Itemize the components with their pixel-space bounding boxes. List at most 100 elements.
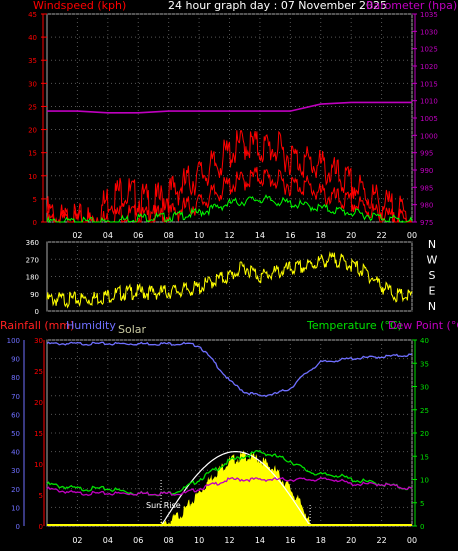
solar-max-curve xyxy=(160,451,311,527)
humidity-y-tick-label: 70 xyxy=(11,393,20,401)
wind-x-tick-label: 02 xyxy=(72,231,82,240)
temp-y-tick-label: 30 xyxy=(420,384,429,392)
compass-label: N xyxy=(428,300,436,313)
baro-y-tick-label: 1010 xyxy=(420,98,438,106)
temp-x-tick-label: 04 xyxy=(103,536,113,545)
wind-direction-series xyxy=(46,251,413,309)
temp-x-tick-label: 12 xyxy=(224,536,234,545)
wind-x-tick-label: 22 xyxy=(376,231,386,240)
temp-x-tick-label: 08 xyxy=(164,536,174,545)
wind-x-tick-label: 08 xyxy=(164,231,174,240)
baro-y-tick-label: 975 xyxy=(420,219,433,227)
temperature-series xyxy=(46,449,413,497)
temp-x-tick-label: 22 xyxy=(376,536,386,545)
wind-x-tick-label: 16 xyxy=(285,231,295,240)
rain-y-tick-label: 15 xyxy=(34,430,43,438)
wind-x-tick-label: 12 xyxy=(224,231,234,240)
direction-plot-area xyxy=(46,241,413,312)
wind-y-tick-label: 0 xyxy=(33,219,37,227)
solar-area xyxy=(161,450,311,526)
temp-y-tick-label: 25 xyxy=(420,407,429,415)
humidity-y-tick-label: 90 xyxy=(11,356,20,364)
humidity-series xyxy=(46,341,413,398)
rain-y-tick-label: 0 xyxy=(39,523,43,531)
wind-x-tick-label: 20 xyxy=(346,231,356,240)
temp-y-tick-label: 0 xyxy=(420,523,424,531)
baro-y-tick-label: 1005 xyxy=(420,115,438,123)
temp-x-tick-label: 02 xyxy=(72,536,82,545)
wind-y-tick-label: 25 xyxy=(28,103,37,111)
humidity-y-tick-label: 10 xyxy=(11,504,20,512)
direction-y-tick-label: 180 xyxy=(26,274,39,282)
baro-y-tick-label: 1020 xyxy=(420,63,438,71)
windspeed-series xyxy=(46,166,412,224)
barometer-series xyxy=(47,101,412,114)
humidity-y-tick-label: 30 xyxy=(11,467,20,475)
sunrise-label: Sun Rise xyxy=(146,501,181,510)
compass-label: N xyxy=(428,238,436,251)
direction-y-tick-label: 270 xyxy=(26,256,39,264)
temp-y-tick-label: 35 xyxy=(420,360,429,368)
direction-y-tick-label: 90 xyxy=(30,291,39,299)
temp-x-tick-label: 00 xyxy=(407,536,417,545)
temp-y-tick-label: 10 xyxy=(420,477,429,485)
wind-y-tick-label: 45 xyxy=(28,11,37,19)
rain-y-tick-label: 20 xyxy=(34,399,43,407)
humidity-y-tick-label: 80 xyxy=(11,374,20,382)
humidity-y-tick-label: 20 xyxy=(11,486,20,494)
humidity-y-tick-label: 60 xyxy=(11,411,20,419)
temp-x-tick-label: 20 xyxy=(346,536,356,545)
baro-y-tick-label: 985 xyxy=(420,184,433,192)
rain-y-tick-label: 25 xyxy=(34,368,43,376)
baro-y-tick-label: 990 xyxy=(420,167,433,175)
wind-x-tick-label: 06 xyxy=(133,231,143,240)
wind-y-tick-label: 10 xyxy=(28,173,37,181)
gust-series xyxy=(46,130,413,224)
baro-y-tick-label: 1000 xyxy=(420,132,438,140)
wind-y-tick-label: 5 xyxy=(33,196,37,204)
baro-y-tick-label: 980 xyxy=(420,202,433,210)
wind-average-series xyxy=(46,194,413,224)
wind-y-tick-label: 20 xyxy=(28,127,37,135)
baro-y-tick-label: 1030 xyxy=(420,28,438,36)
humidity-y-tick-label: 100 xyxy=(7,337,20,345)
compass-label: E xyxy=(429,285,436,298)
rain-axis-title: Rainfall (mm) xyxy=(0,319,75,332)
wind-y-tick-label: 30 xyxy=(28,80,37,88)
direction-y-tick-label: 0 xyxy=(35,308,39,316)
dewpoint-series xyxy=(46,476,413,496)
temp-y-tick-label: 20 xyxy=(420,430,429,438)
solar-label: Solar xyxy=(118,323,147,336)
rain-y-tick-label: 5 xyxy=(39,492,43,500)
temp-y-tick-label: 40 xyxy=(420,337,429,345)
wind-x-tick-label: 10 xyxy=(194,231,204,240)
humidity-y-tick-label: 0 xyxy=(16,523,20,531)
baro-y-tick-label: 1015 xyxy=(420,80,438,88)
humidity-y-tick-label: 40 xyxy=(11,449,20,457)
wind-x-tick-label: 14 xyxy=(255,231,265,240)
compass-label: S xyxy=(429,269,436,282)
temp-x-tick-label: 10 xyxy=(194,536,204,545)
compass-label: W xyxy=(427,254,438,267)
wind-y-tick-label: 15 xyxy=(28,150,37,158)
baro-y-tick-label: 1025 xyxy=(420,46,438,54)
wind-y-tick-label: 35 xyxy=(28,57,37,65)
wind-axis-title: Windspeed (kph) xyxy=(33,0,127,12)
temp-x-tick-label: 06 xyxy=(133,536,143,545)
chart-title: 24 hour graph day : 07 November 2025 xyxy=(168,0,388,12)
temp-x-tick-label: 16 xyxy=(285,536,295,545)
dew-axis-title: Dew Point (°C) xyxy=(388,319,458,332)
baro-y-tick-label: 1035 xyxy=(420,11,438,19)
baro-axis-title: Barometer (hpa) xyxy=(366,0,458,12)
humidity-y-tick-label: 50 xyxy=(11,430,20,438)
wind-x-tick-label: 18 xyxy=(316,231,326,240)
humidity-axis-title: Humidity xyxy=(66,319,116,332)
rain-y-tick-label: 10 xyxy=(34,461,43,469)
temp-y-tick-label: 15 xyxy=(420,453,429,461)
rain-y-tick-label: 30 xyxy=(34,337,43,345)
temp-x-tick-label: 18 xyxy=(316,536,326,545)
baro-y-tick-label: 995 xyxy=(420,150,433,158)
temp-y-tick-label: 5 xyxy=(420,500,424,508)
wind-x-tick-label: 00 xyxy=(407,231,417,240)
